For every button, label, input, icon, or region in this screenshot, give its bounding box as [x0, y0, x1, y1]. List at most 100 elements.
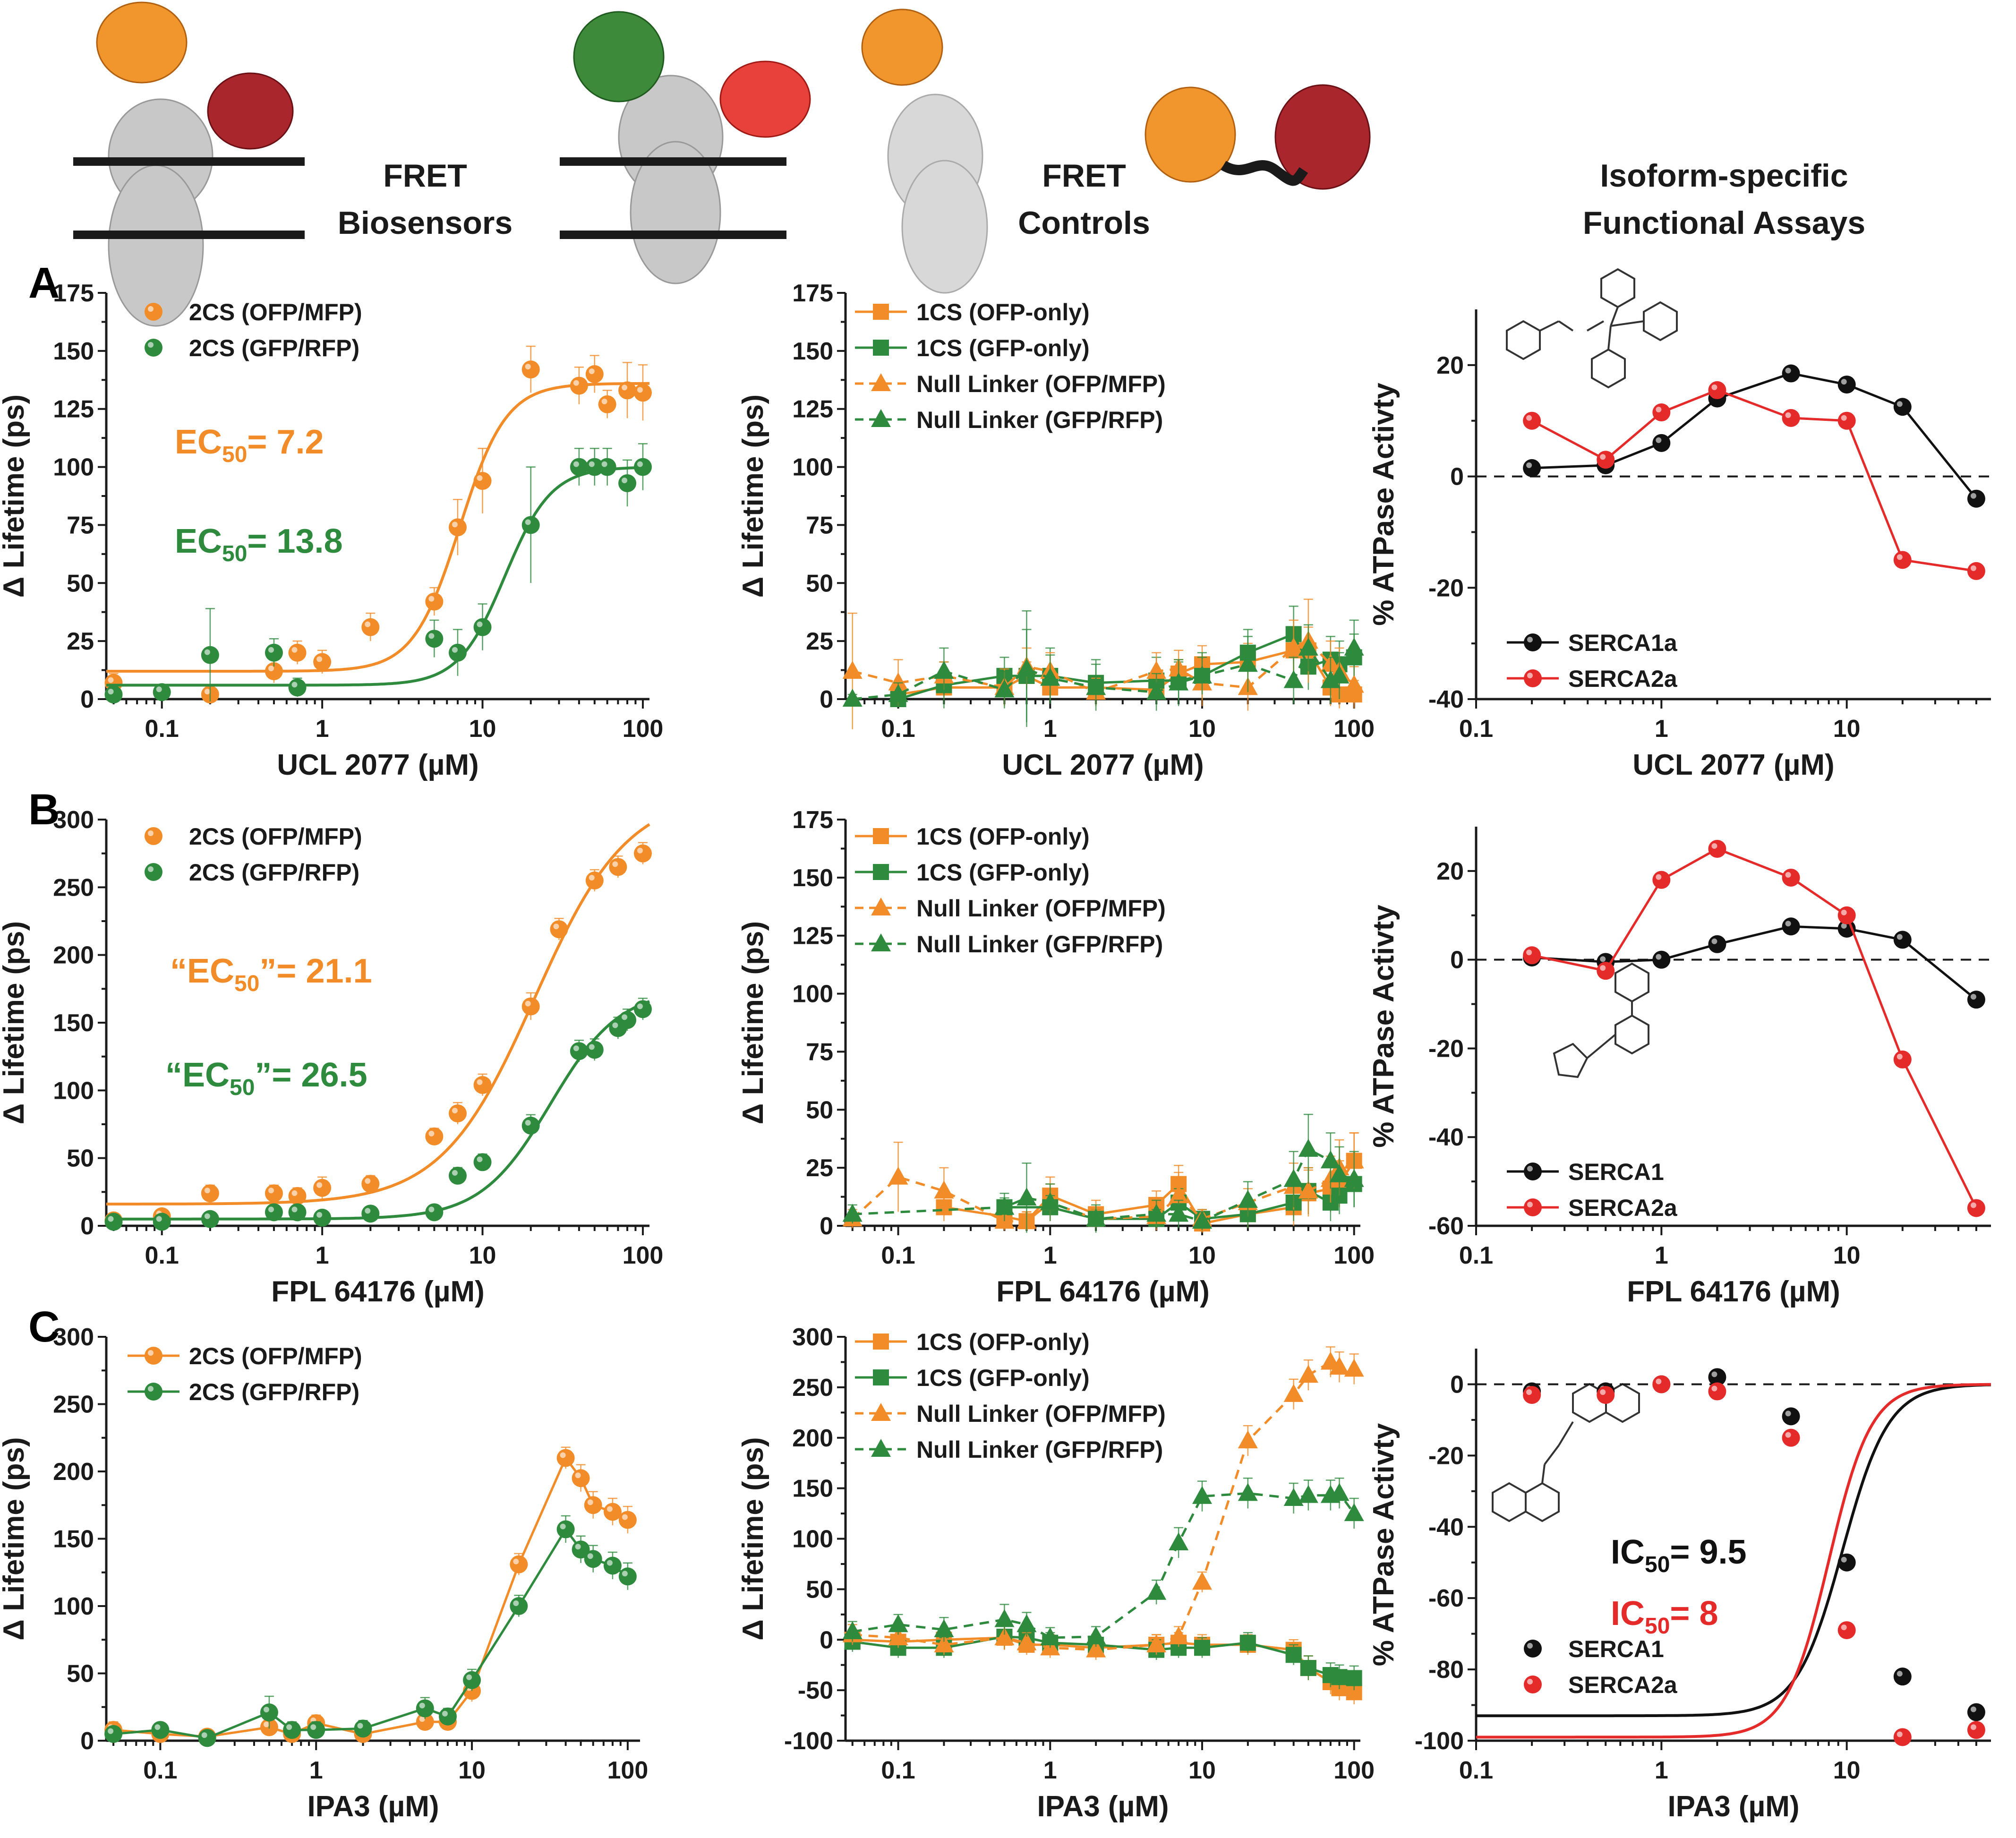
legend-marker-highlight — [1527, 1202, 1533, 1207]
data-point — [1086, 1626, 1106, 1644]
data-point — [1040, 1627, 1060, 1645]
data-point — [1523, 459, 1541, 477]
biosensors-title-line2: Biosensors — [338, 205, 513, 241]
data-point — [888, 684, 908, 702]
series-serca2a — [1523, 839, 1985, 1217]
legend-entry: 2CS (OFP/MFP) — [145, 299, 362, 325]
data-point-highlight — [428, 633, 435, 639]
data-point-highlight — [513, 1600, 519, 1606]
control-structure-1cs — [861, 9, 988, 294]
series-serca1a — [1523, 364, 1985, 508]
assays-title-line2: Functional Assays — [1583, 205, 1865, 241]
data-point-highlight — [310, 1724, 316, 1730]
y-tick-label: -40 — [1428, 1513, 1464, 1541]
data-point — [521, 516, 540, 534]
data-point-highlight — [612, 1022, 618, 1028]
data-point-highlight — [316, 1182, 323, 1188]
data-point-highlight — [268, 647, 274, 653]
y-tick-label: 150 — [792, 1475, 833, 1503]
chem-structure-ucl2077 — [1506, 268, 1678, 389]
data-point — [1597, 962, 1615, 980]
data-point-highlight — [291, 1206, 298, 1213]
data-point-highlight — [525, 1000, 531, 1007]
data-point-highlight — [573, 1045, 579, 1052]
data-point-highlight — [477, 1079, 483, 1085]
legend-marker — [1524, 669, 1542, 687]
data-point — [1146, 1582, 1167, 1600]
legend-entry: 1CS (GFP-only) — [855, 1365, 1090, 1391]
legend-entry: SERCA2a — [1507, 1195, 1678, 1221]
data-point-highlight — [477, 475, 483, 481]
y-axis-label: Δ Lifetime (ps) — [737, 921, 769, 1124]
series-line — [852, 645, 1355, 701]
legend-marker-highlight — [148, 866, 154, 872]
data-point-highlight — [1785, 872, 1791, 878]
legend-marker — [873, 864, 889, 880]
data-point-highlight — [1970, 1706, 1976, 1712]
legend-marker — [871, 409, 891, 427]
legend-marker — [145, 863, 162, 881]
data-point-highlight — [525, 364, 531, 370]
data-point-highlight — [419, 1702, 425, 1709]
series-2cs-gfp-rfp- — [104, 998, 652, 1231]
legend-entry: SERCA2a — [1507, 666, 1678, 692]
legend-label: SERCA1a — [1568, 630, 1678, 656]
y-tick-label: 25 — [67, 628, 94, 655]
annotation-prefix: EC — [175, 522, 222, 560]
series-null-linker-gfp-rfp- — [842, 1478, 1364, 1648]
x-tick-label: 100 — [623, 1242, 664, 1269]
data-point-highlight — [525, 519, 531, 525]
data-point — [556, 1520, 575, 1539]
data-point — [1146, 1204, 1167, 1222]
data-point-highlight — [589, 1044, 595, 1050]
data-point-highlight — [1600, 956, 1606, 962]
data-point-highlight — [1785, 1411, 1791, 1417]
x-tick-label: 1 — [1043, 715, 1057, 743]
y-tick-label: 25 — [806, 1154, 833, 1182]
legend-label: 2CS (GFP/RFP) — [189, 1379, 359, 1405]
data-point-highlight — [1711, 384, 1717, 390]
legend-label: 1CS (GFP-only) — [916, 859, 1090, 886]
data-point — [603, 1556, 622, 1575]
y-tick-label: 50 — [67, 1145, 94, 1172]
data-point — [473, 1153, 492, 1171]
data-point-highlight — [1711, 843, 1717, 849]
data-point — [153, 1213, 171, 1231]
legend-label: 2CS (GFP/RFP) — [189, 335, 359, 361]
chart-panel-A-biosensor: 0 25 50 75 100 125 150 175 0.1 1 10 100 UCL 2077 (µM… — [0, 259, 663, 781]
data-point-highlight — [525, 1120, 531, 1126]
data-point-highlight — [553, 923, 559, 930]
y-tick-label: 175 — [53, 280, 94, 307]
data-point — [1708, 1382, 1726, 1401]
data-point — [1708, 935, 1726, 953]
data-point — [425, 630, 444, 648]
data-point — [1300, 1660, 1316, 1676]
data-point-highlight — [108, 1728, 114, 1734]
legend-entry: Null Linker (GFP/RFP) — [855, 931, 1163, 957]
legend-entry: SERCA2a — [1524, 1672, 1678, 1698]
data-point — [1967, 991, 1985, 1009]
legend-label: Null Linker (OFP/MFP) — [916, 371, 1166, 397]
data-point — [354, 1719, 372, 1738]
series-1cs-gfp-only- — [844, 1624, 1362, 1691]
data-point — [1192, 1572, 1212, 1590]
y-tick-label: 0 — [820, 1213, 833, 1240]
data-point-highlight — [607, 1560, 613, 1566]
data-point-highlight — [316, 1212, 323, 1218]
data-point — [1782, 917, 1800, 936]
chart-panel-C-controls: -100 -50 0 50 100 150 200 250 300 0.1 1 10 100 IPA3 (… — [737, 1324, 1375, 1823]
y-tick-label: 250 — [792, 1374, 833, 1402]
y-tick-label: 75 — [806, 512, 833, 539]
chart-panel-C-atpase: -100 -80 -60 -40 -20 0 0.1 1 10 IPA3 (µM) % ATPase… — [1367, 1349, 1991, 1823]
data-point-highlight — [1785, 368, 1791, 374]
x-tick-label: 0.1 — [1459, 1242, 1493, 1269]
data-point-highlight — [560, 1523, 566, 1530]
legend-marker — [873, 1334, 889, 1350]
data-point-highlight — [428, 596, 435, 602]
data-point — [1146, 682, 1167, 700]
x-tick-label: 0.1 — [881, 1757, 915, 1784]
data-point-highlight — [1526, 415, 1532, 421]
legend-label: 2CS (OFP/MFP) — [189, 823, 362, 850]
data-point — [1837, 1621, 1856, 1640]
data-point-highlight — [622, 477, 628, 483]
